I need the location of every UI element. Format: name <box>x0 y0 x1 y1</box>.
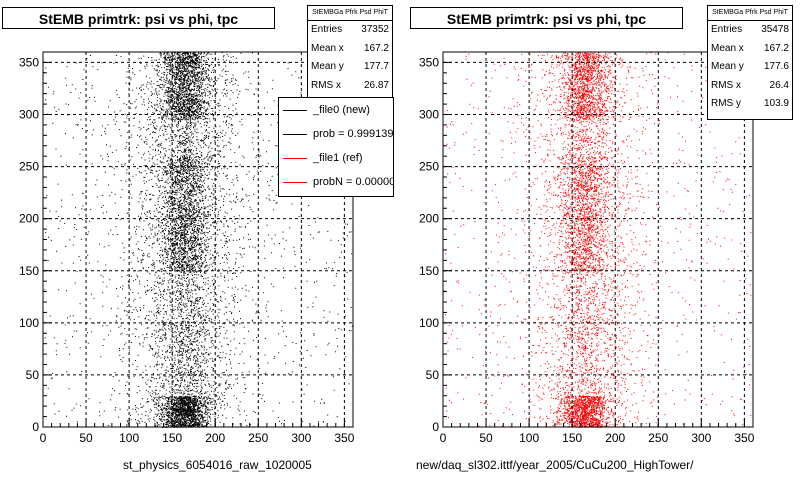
left-plot-title: StEMB primtrk: psi vs phi, tpc <box>2 7 275 29</box>
y-tick-label: 0 <box>32 420 39 434</box>
legend-entry: prob = 0.999139 <box>279 122 393 146</box>
right-plot-title: StEMB primtrk: psi vs phi, tpc <box>410 7 683 29</box>
y-tick-label: 0 <box>432 420 439 434</box>
legend-line <box>283 133 307 135</box>
right-stats-row: Entries 35478 <box>711 24 789 35</box>
left-stats-box: StEMBGa Pfrk Psd PhiT Entries 37352 Mean … <box>307 5 393 102</box>
x-tick-label: 250 <box>248 431 268 445</box>
y-tick-label: 150 <box>19 264 39 278</box>
x-tick-label: 350 <box>734 431 754 445</box>
left-stats-row: Mean y 177.7 <box>311 61 389 72</box>
y-tick-label: 200 <box>19 212 39 226</box>
x-tick-label: 150 <box>562 431 582 445</box>
x-tick-label: 350 <box>334 431 354 445</box>
y-tick-label: 350 <box>19 55 39 69</box>
y-tick-label: 50 <box>26 368 40 382</box>
legend-entry: _file1 (ref) <box>279 146 393 170</box>
legend-entry: probN = 0.000000 <box>279 170 393 194</box>
x-tick-label: 50 <box>79 431 93 445</box>
x-tick-label: 0 <box>440 431 447 445</box>
x-tick-label: 0 <box>40 431 47 445</box>
left-x-axis-label: st_physics_6054016_raw_1020005 <box>123 458 312 472</box>
y-tick-label: 50 <box>426 368 440 382</box>
x-tick-label: 250 <box>648 431 668 445</box>
y-tick-label: 150 <box>419 264 439 278</box>
left-stats-row: Entries 37352 <box>311 24 389 35</box>
y-tick-label: 200 <box>419 212 439 226</box>
x-tick-label: 100 <box>519 431 539 445</box>
right-stats-row: RMS x 26.4 <box>711 79 789 91</box>
scatter-points <box>43 52 354 428</box>
y-tick-label: 100 <box>19 316 39 330</box>
x-tick-label: 300 <box>291 431 311 445</box>
left-stats-header: StEMBGa Pfrk Psd PhiT <box>308 6 392 21</box>
right-stats-header: StEMBGa Pfrk Psd PhiT <box>708 6 792 21</box>
right-x-axis-label: new/daq_sl302.ittf/year_2005/CuCu200_Hig… <box>416 458 694 472</box>
y-tick-label: 250 <box>19 160 39 174</box>
y-tick-label: 300 <box>419 108 439 122</box>
y-tick-label: 250 <box>419 160 439 174</box>
right-stats-row: Mean y 177.6 <box>711 61 789 72</box>
scatter-point-cloud <box>43 52 354 428</box>
left-stats-row: RMS x 26.87 <box>311 79 389 91</box>
legend-line <box>283 109 307 111</box>
x-tick-label: 300 <box>691 431 711 445</box>
y-tick-label: 350 <box>419 55 439 69</box>
x-tick-label: 100 <box>119 431 139 445</box>
left-stats-row: Mean x 167.2 <box>311 42 389 54</box>
y-tick-label: 300 <box>19 108 39 122</box>
x-tick-label: 50 <box>479 431 493 445</box>
legend-line <box>283 157 307 159</box>
x-tick-label: 200 <box>605 431 625 445</box>
y-tick-label: 100 <box>419 316 439 330</box>
right-stats-row: Mean x 167.2 <box>711 42 789 54</box>
legend-entry: _file0 (new) <box>279 98 393 122</box>
legend: _file0 (new) prob = 0.999139 _file1 (ref… <box>278 97 394 197</box>
x-tick-label: 200 <box>205 431 225 445</box>
right-stats-row: RMS y 103.9 <box>711 98 789 109</box>
x-tick-label: 150 <box>162 431 182 445</box>
legend-line <box>283 181 307 183</box>
right-stats-box: StEMBGa Pfrk Psd PhiT Entries 35478 Mean … <box>707 5 793 120</box>
